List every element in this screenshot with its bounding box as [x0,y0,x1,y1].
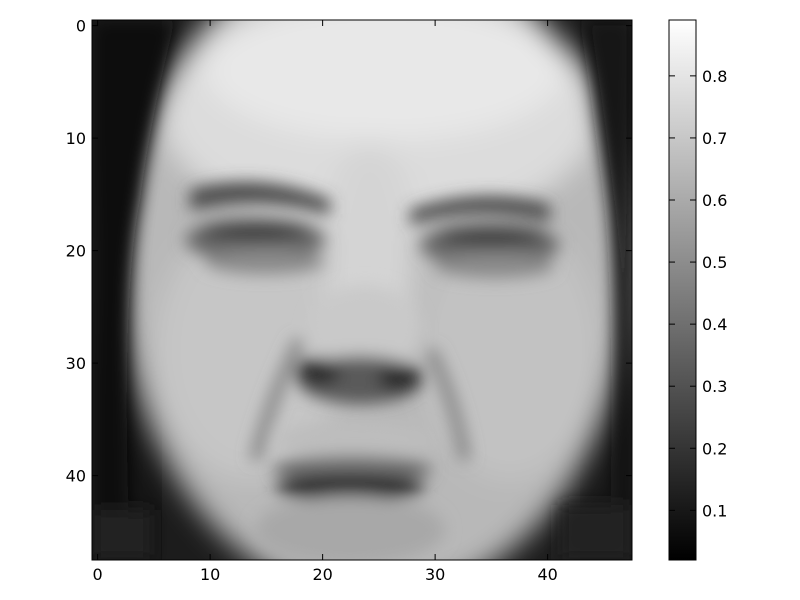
x-tick-label: 30 [425,565,445,584]
y-tick-label: 30 [66,354,86,373]
x-axis: 0 10 20 30 40 [93,20,558,584]
colorbar-tick-label: 0.6 [702,191,727,210]
colorbar-tick-label: 0.2 [702,439,727,458]
y-tick-label: 10 [66,129,86,148]
colorbar-tick-label: 0.5 [702,253,727,272]
image-axes-frame [91,19,633,561]
y-tick-label: 0 [76,17,86,36]
y-tick-label: 20 [66,242,86,261]
colorbar-axis: 0.1 0.2 0.3 0.4 0.5 0.6 0.7 0.8 [669,67,727,520]
x-tick-label: 10 [200,565,220,584]
colorbar-tick-label: 0.3 [702,377,727,396]
colorbar-tick-label: 0.8 [702,67,727,86]
colorbar-tick-label: 0.1 [702,501,727,520]
y-tick-label: 40 [66,467,86,486]
colorbar-tick-label: 0.4 [702,315,727,334]
x-tick-label: 0 [93,565,103,584]
x-tick-label: 40 [537,565,557,584]
y-axis: 0 10 20 30 40 [66,17,632,486]
face-image [92,20,632,560]
colorbar-frame [668,19,697,561]
colorbar-tick-label: 0.7 [702,129,727,148]
colorbar-gradient [669,20,696,560]
x-tick-label: 20 [312,565,332,584]
